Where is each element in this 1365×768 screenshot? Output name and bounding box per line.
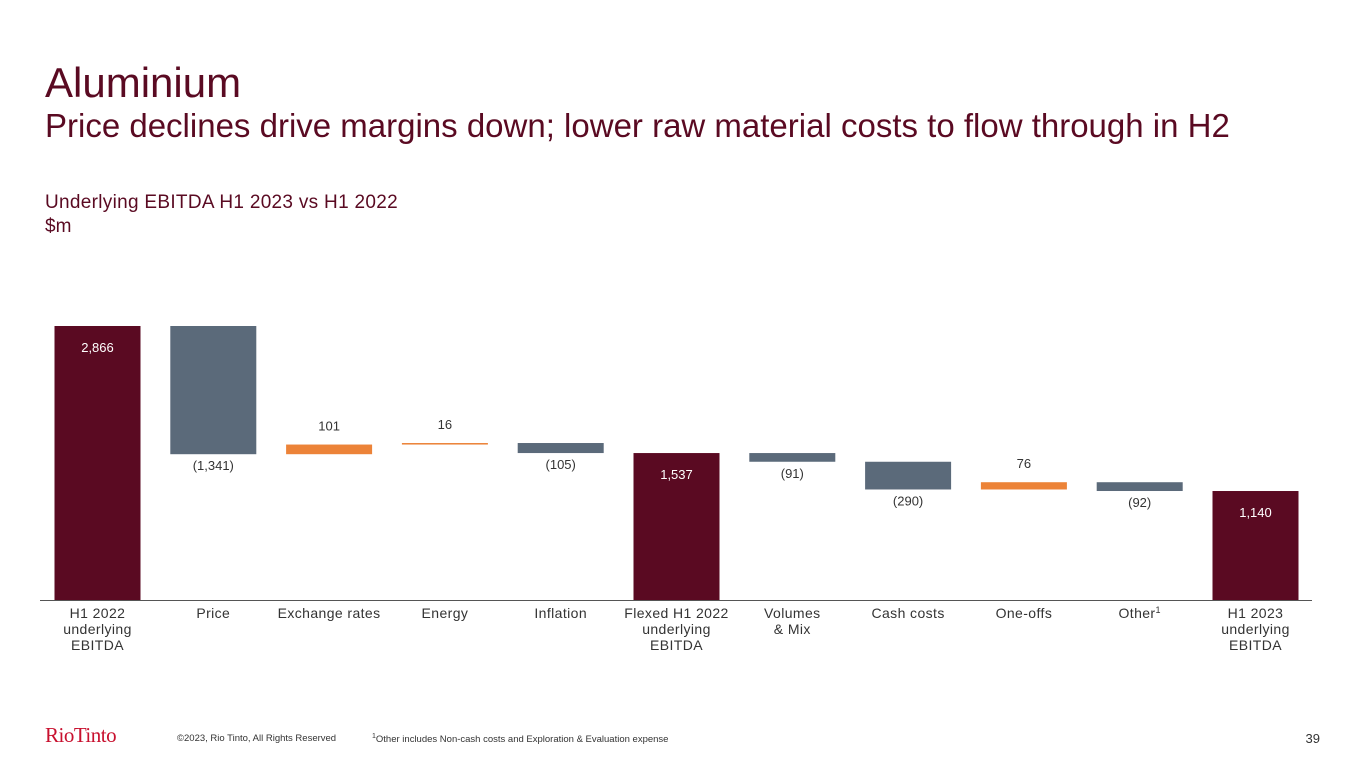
bar-8 (980, 482, 1067, 490)
category-label-10-line-2: EBITDA (1229, 637, 1282, 653)
category-label-7: Cash costs (871, 605, 944, 621)
page-title: Aluminium (45, 59, 242, 106)
bar-9 (1096, 482, 1183, 492)
value-label-5: 1,537 (660, 467, 693, 482)
category-label-2: Exchange rates (278, 605, 381, 621)
bar-0 (54, 326, 141, 600)
category-label-5-line-2: EBITDA (650, 637, 703, 653)
category-label-0-line-2: EBITDA (71, 637, 124, 653)
page-number: 39 (1305, 731, 1320, 746)
category-label-5-line-1: underlying (642, 621, 711, 637)
footnote: 1Other includes Non-cash costs and Explo… (372, 733, 668, 745)
value-label-6: (91) (781, 466, 804, 481)
bar-3 (401, 443, 488, 445)
value-label-2: 101 (318, 419, 340, 434)
value-label-10: 1,140 (1239, 505, 1272, 520)
bar-4 (517, 443, 604, 454)
bar-5 (633, 453, 720, 600)
category-label-0-line-1: underlying (63, 621, 132, 637)
footnote-text: Other includes Non-cash costs and Explor… (375, 734, 669, 746)
bar-2 (286, 444, 373, 455)
category-label-4: Inflation (534, 605, 587, 621)
value-label-0: 2,866 (81, 340, 114, 355)
bar-6 (749, 453, 836, 462)
bar-10 (1212, 491, 1299, 600)
category-label-3: Energy (422, 605, 469, 621)
value-label-1: (1,341) (193, 458, 234, 473)
rio-tinto-logo: RioTinto (45, 723, 117, 747)
category-label-9: Other1 (1118, 605, 1160, 621)
category-label-5-line-0: Flexed H1 2022 (624, 605, 728, 621)
category-label-10-line-1: underlying (1221, 621, 1290, 637)
category-label-10-line-0: H1 2023 (1228, 605, 1284, 621)
bar-7 (865, 461, 952, 490)
bar-1 (170, 326, 257, 455)
footnote-mark: 1 (372, 733, 376, 740)
category-label-6-line-0: Volumes (764, 605, 821, 621)
chart-unit: $m (45, 216, 72, 237)
category-label-1: Price (196, 605, 230, 621)
value-label-7: (290) (893, 493, 923, 508)
page-subtitle: Price declines drive margins down; lower… (45, 107, 1230, 144)
value-label-8: 76 (1017, 456, 1031, 471)
value-label-9: (92) (1128, 495, 1151, 510)
category-label-6-line-1: & Mix (774, 621, 811, 637)
value-label-3: 16 (438, 417, 452, 432)
category-label-8: One-offs (996, 605, 1053, 621)
value-label-4: (105) (546, 457, 576, 472)
copyright-text: ©2023, Rio Tinto, All Rights Reserved (177, 733, 337, 744)
category-label-0-line-0: H1 2022 (70, 605, 126, 621)
chart-title: Underlying EBITDA H1 2023 vs H1 2022 (45, 192, 398, 213)
footnote-marker: 1 (1156, 605, 1161, 615)
